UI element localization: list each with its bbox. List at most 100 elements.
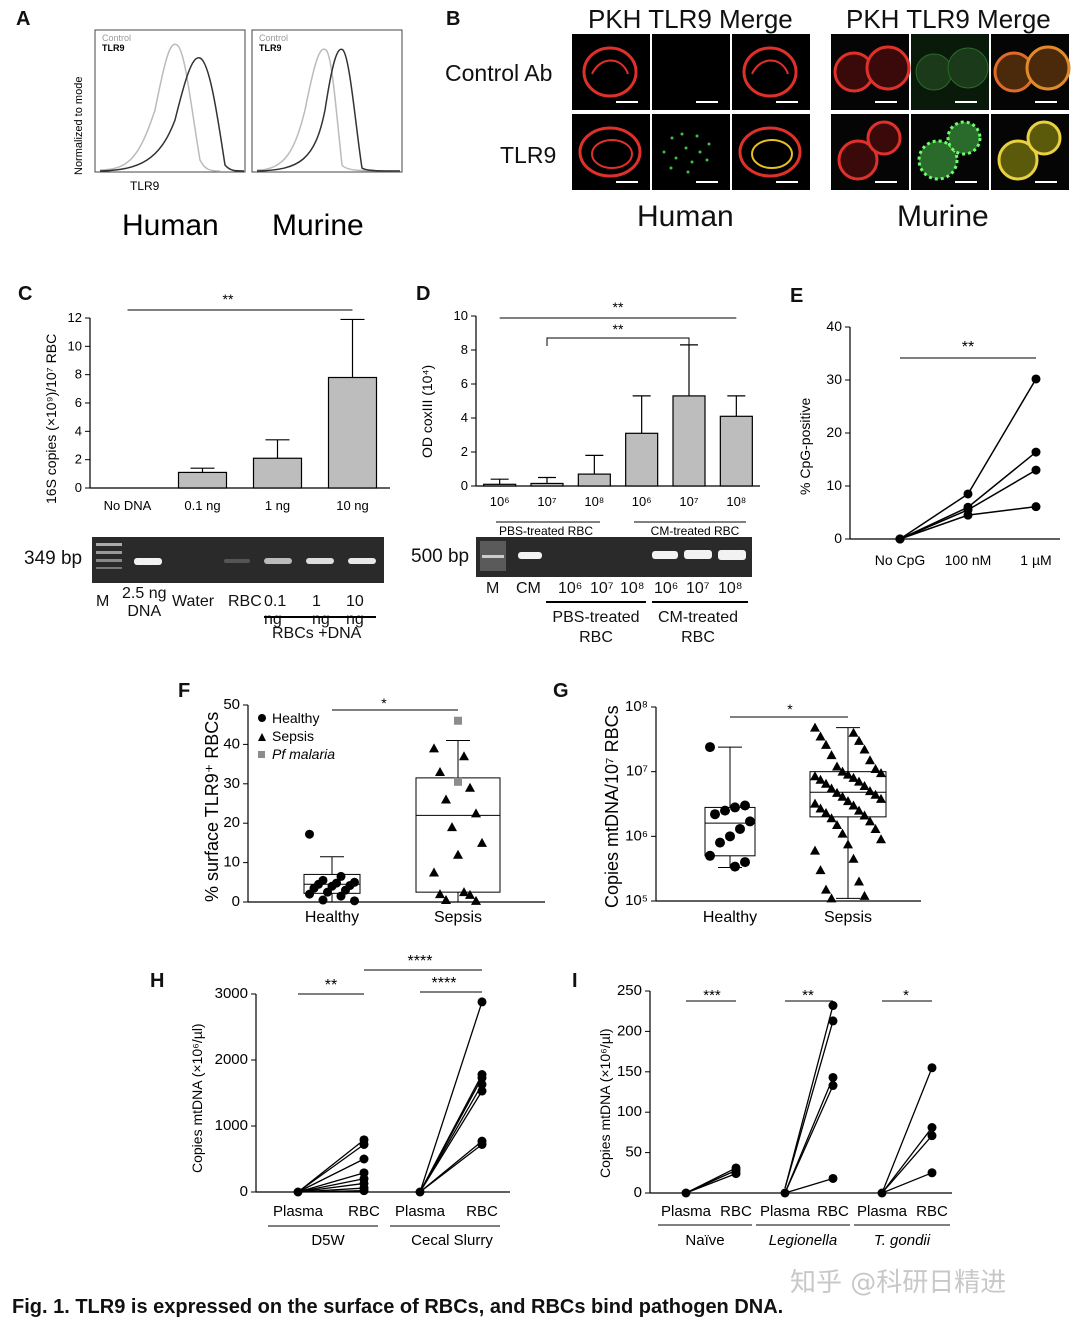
panel-a-species-human: Human [122, 209, 219, 242]
panel-b-species-human: Human [637, 200, 734, 233]
c-ytick-label-4: 8 [75, 367, 82, 382]
panel-f-sig: * [381, 695, 387, 711]
g-sepsis-point-8 [832, 761, 842, 771]
g-sepsis-point-19 [826, 783, 837, 793]
panel-i-chart: Copies mtDNA (×10⁶/µl) *** ** * Naïve Le… [597, 982, 952, 1249]
f-healthy-point-13 [318, 895, 328, 905]
panel-a-xlabel: TLR9 [130, 179, 160, 193]
d-ytick-label-3: 6 [461, 376, 468, 391]
panel-e-sig: ** [962, 339, 974, 356]
panel-i-label: I [572, 970, 578, 992]
i-xtick-4: Plasma [857, 1203, 908, 1220]
i-ytick-label-4: 200 [617, 1022, 642, 1039]
e-ytick-label-4: 40 [826, 318, 842, 334]
g-xtick-1: Sepsis [824, 909, 872, 926]
f-sepsis-point-14 [471, 895, 481, 905]
g-sepsis-point-36 [837, 828, 848, 838]
g-ytick-label-3: 10⁸ [625, 698, 648, 715]
d-bar-4 [672, 395, 706, 487]
col-pkh-2: PKH [846, 4, 900, 34]
d-bar-3 [625, 432, 659, 487]
h-d5w-line-2 [297, 1158, 365, 1193]
panel-h-chart: Copies mtDNA (×10⁶/µl) ** **** **** D5W … [189, 953, 510, 1249]
panel-f-label: F [178, 680, 191, 702]
g-sepsis-point-44 [859, 890, 870, 900]
panel-g-label: G [553, 680, 569, 702]
panel-d-sig1: ** [613, 299, 624, 315]
d-xtick-3: 10⁶ [632, 494, 652, 509]
c-xtick-0: No DNA [104, 498, 152, 513]
g-sepsis-point-5 [859, 744, 870, 754]
f-healthy-point-0 [305, 829, 314, 839]
g-sepsis-point-17 [821, 778, 831, 788]
i-ytick-label-3: 150 [617, 1063, 642, 1080]
g-ytick-label-2: 10⁷ [626, 763, 648, 780]
panel-h-label: H [150, 970, 165, 992]
col-tlr9-2: TLR9 [906, 4, 970, 34]
h-d5w-line-1 [297, 1143, 365, 1193]
gel-lane-rbc: RBC [228, 593, 262, 610]
i-tgondii-line-0 [881, 1067, 933, 1194]
g-ytick-label-0: 10⁵ [625, 892, 648, 909]
h-cecal-line-0 [419, 1001, 483, 1193]
h-d5w-line-3 [297, 1172, 365, 1193]
h-xtick-1: RBC [348, 1203, 380, 1220]
i-legionella-line-1 [784, 1020, 834, 1189]
panel-d-group1: PBS-treated RBC [499, 524, 593, 538]
h-cecal-line-4 [419, 1090, 483, 1193]
watermark: 知乎 @科研日精进 [790, 1268, 1007, 1298]
g-sepsis-point-0 [810, 722, 820, 732]
g-sepsis-point-11 [876, 768, 886, 778]
h-d5w-line-4 [297, 1178, 365, 1193]
i-legionella-point-1 [828, 1016, 838, 1026]
i-ytick-label-5: 250 [617, 982, 642, 999]
g-sepsis-point-31 [859, 810, 870, 820]
i-xtick-3: RBC [817, 1203, 849, 1220]
panel-d-gel [476, 537, 752, 577]
panel-f-legend-sepsis: Sepsis [272, 728, 314, 744]
i-legionella-point-2 [828, 1072, 838, 1082]
g-healthy-point-2 [730, 802, 740, 813]
g-healthy-point-1 [740, 800, 750, 811]
i-ytick-label-0: 0 [634, 1184, 642, 1201]
f-healthy-point-12 [336, 891, 346, 901]
h-d5w-point-7 [359, 1186, 369, 1196]
panel-b-species-murine: Murine [897, 200, 989, 233]
e-xtick-0: No CpG [875, 552, 926, 568]
g-sepsis-point-34 [832, 819, 842, 829]
c-bar-1 [177, 471, 228, 489]
c-ytick-label-5: 10 [68, 338, 82, 353]
g-sepsis-point-15 [815, 774, 826, 784]
panel-f-legend-healthy: Healthy [272, 710, 319, 726]
panel-c-gel-group: RBCs +DNA [272, 625, 362, 642]
h-ytick-label-3: 3000 [215, 985, 248, 1002]
g-healthy-point-5 [745, 816, 755, 827]
i-xtick-2: Plasma [760, 1203, 811, 1220]
g-sepsis-point-28 [815, 803, 826, 813]
g-sepsis-point-38 [843, 839, 853, 849]
i-legionella-line-3 [784, 1085, 834, 1194]
i-naive-line-2 [685, 1173, 737, 1194]
d-xtick-1: 10⁷ [537, 494, 556, 509]
panel-d-gel-line2 [652, 601, 748, 603]
gel-lane-01ng: 0.1 ng [264, 593, 287, 628]
f-ytick-label-0: 0 [232, 893, 240, 910]
panel-d-sig2: ** [613, 321, 624, 337]
d-sig2-line [546, 337, 690, 346]
panel-d-chart: OD coxIII (10⁴) ** ** PBS-treated RBC CM… [419, 299, 760, 538]
col-tlr9: TLR9 [648, 4, 712, 34]
f-sepsis-point-0 [429, 743, 439, 753]
g-sepsis-point-23 [837, 791, 848, 801]
h-d5w-line-7 [297, 1190, 365, 1193]
f-sepsis-point-1 [459, 751, 469, 761]
i-xtick-0: Plasma [661, 1203, 712, 1220]
g-sepsis-point-2 [815, 731, 826, 741]
e-xtick-2: 1 µM [1020, 552, 1051, 568]
g-healthy-point-7 [725, 831, 735, 842]
i-tgondii-line-2 [881, 1135, 933, 1194]
g-sepsis-point-7 [865, 755, 875, 765]
f-box-1 [415, 777, 501, 893]
g-healthy-point-8 [715, 837, 725, 848]
g-sepsis-point-41 [815, 865, 826, 875]
c-xtick-2: 1 ng [265, 498, 290, 513]
